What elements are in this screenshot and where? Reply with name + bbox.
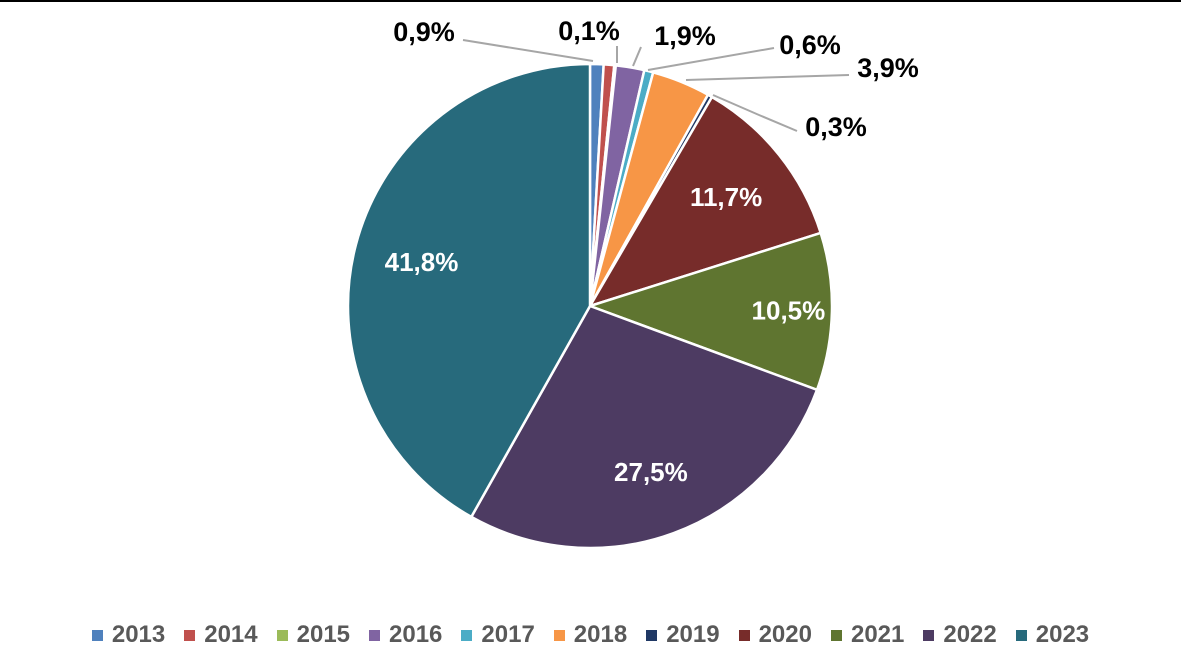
data-label-2016: 1,9% [654,21,716,51]
pie-slice-2022 [469,304,819,550]
legend-label-2016: 2016 [389,621,443,648]
data-label-2022: 27,5% [614,457,688,487]
legend-swatch-2013 [91,629,103,641]
data-label-2015: 0,1% [558,16,620,46]
pie-slice-2020 [587,95,823,309]
legend-label-2018: 2018 [573,621,628,648]
pie-slice-2021 [586,231,834,392]
legend-label-2022: 2022 [943,621,997,648]
legend-item-2020: 2020 [738,621,812,649]
legend-swatch-2021 [830,629,842,641]
legend-swatch-2019 [646,629,658,641]
pie-slice-2023 [346,62,592,519]
legend-item-2021: 2021 [830,621,905,649]
legend-label-2017: 2017 [481,621,535,648]
data-label-2019: 0,3% [805,112,867,142]
legend-swatch-2014 [184,629,196,641]
legend-swatch-2022 [923,629,935,641]
legend-item-2019: 2019 [646,621,720,649]
legend-label-2020: 2020 [758,621,812,648]
legend-swatch-2016 [369,629,381,641]
legend-label-2013: 2013 [111,621,166,648]
leader-line-2019 [712,94,798,132]
legend-swatch-2015 [276,629,288,641]
legend-label-2015: 2015 [296,621,351,648]
leader-line-2018 [685,74,850,81]
legend-label-2021: 2021 [850,621,905,648]
data-label-2017: 0,6% [779,30,841,60]
legend-item-2018: 2018 [553,621,628,649]
legend-item-2017: 2017 [461,621,535,649]
legend-label-2023: 2023 [1035,621,1090,648]
leader-line-2016 [632,46,642,67]
legend-label-2014: 2014 [204,621,258,648]
data-label-2021: 10,5% [752,296,826,326]
data-label-2013: 0,9% [393,17,455,47]
legend-item-2014: 2014 [184,621,258,649]
legend-item-2022: 2022 [923,621,997,649]
data-label-2020: 11,7% [690,182,762,212]
legend-swatch-2020 [738,629,750,641]
pie-chart: 11,7% 10,5% 27,5% 41,8% 0,9% 0,1% 1,9% 0,6% 3,9%… [346,16,919,550]
leader-line-2013 [462,39,594,62]
chart-legend: 2013 2014 2015 2016 2017 2018 2019 2020 2021 2022… [0,620,1181,650]
legend-item-2016: 2016 [369,621,442,649]
legend-label-2019: 2019 [666,621,720,648]
leader-line-2017 [647,47,775,71]
legend-item-2015: 2015 [276,621,351,649]
legend-swatch-2023 [1015,629,1027,641]
legend-item-2023: 2023 [1015,621,1090,649]
top-border [0,0,1181,2]
data-label-2023: 41,8% [385,247,459,277]
data-label-2018: 3,9% [857,53,919,83]
legend-item-2013: 2013 [91,621,166,649]
legend-swatch-2017 [461,629,473,641]
legend-swatch-2018 [553,629,565,641]
